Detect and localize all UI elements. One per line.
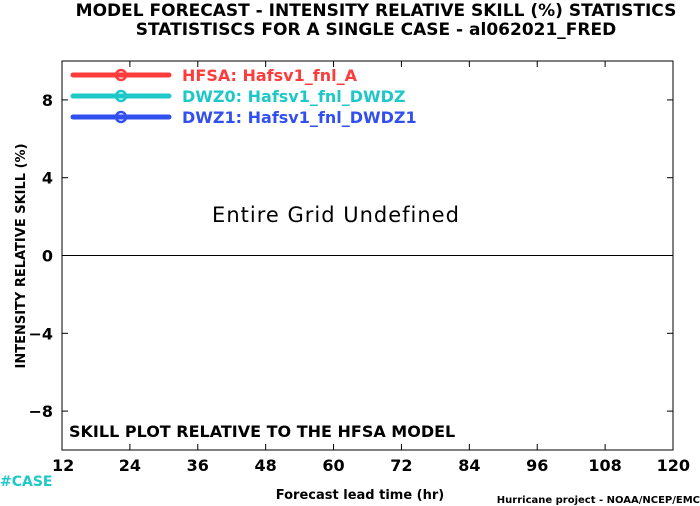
- y-tick-label: −8: [28, 402, 53, 421]
- legend-marker-0: [114, 68, 128, 82]
- chart-title: MODEL FORECAST - INTENSITY RELATIVE SKIL…: [76, 1, 677, 21]
- y-axis-ticks: 8 4 0 −4 −8: [28, 91, 673, 421]
- y-tick-label: 4: [42, 169, 53, 188]
- legend-label-2: DWZ1: Hafsv1_fnl_DWDZ1: [182, 108, 417, 127]
- case-tag: #CASE: [0, 474, 53, 490]
- legend-label-1: DWZ0: Hafsv1_fnl_DWDZ: [182, 87, 406, 106]
- legend-marker-2: [114, 110, 128, 124]
- x-tick-label: 96: [526, 456, 548, 475]
- x-tick-label: 108: [588, 456, 621, 475]
- y-tick-label: 0: [42, 247, 53, 266]
- credit-text: Hurricane project - NOAA/NCEP/EMC: [497, 495, 700, 506]
- legend-label-0: HFSA: Hafsv1_fnl_A: [182, 66, 358, 85]
- x-axis-label: Forecast lead time (hr): [276, 488, 444, 503]
- x-tick-label: 36: [187, 456, 209, 475]
- chart-subtitle: STATISTISCS FOR A SINGLE CASE - al062021…: [136, 20, 616, 40]
- x-tick-label: 12: [52, 456, 74, 475]
- x-tick-label: 60: [322, 456, 344, 475]
- x-axis-ticks: 12 24 36 48 60 72 84 96 108 120: [52, 61, 690, 475]
- bottom-message: SKILL PLOT RELATIVE TO THE HFSA MODEL: [69, 422, 455, 441]
- legend: HFSA: Hafsv1_fnl_A DWZ0: Hafsv1_fnl_DWDZ D…: [70, 66, 417, 127]
- x-tick-label: 24: [119, 456, 141, 475]
- x-tick-label: 72: [390, 456, 412, 475]
- y-tick-label: 8: [42, 91, 53, 110]
- y-tick-label: −4: [28, 324, 53, 343]
- x-tick-label: 84: [458, 456, 480, 475]
- center-message: Entire Grid Undefined: [212, 203, 460, 227]
- x-tick-label: 48: [255, 456, 277, 475]
- legend-marker-1: [114, 89, 128, 103]
- y-axis-label: INTENSITY RELATIVE SKILL (%): [14, 143, 29, 368]
- x-tick-label: 120: [657, 456, 690, 475]
